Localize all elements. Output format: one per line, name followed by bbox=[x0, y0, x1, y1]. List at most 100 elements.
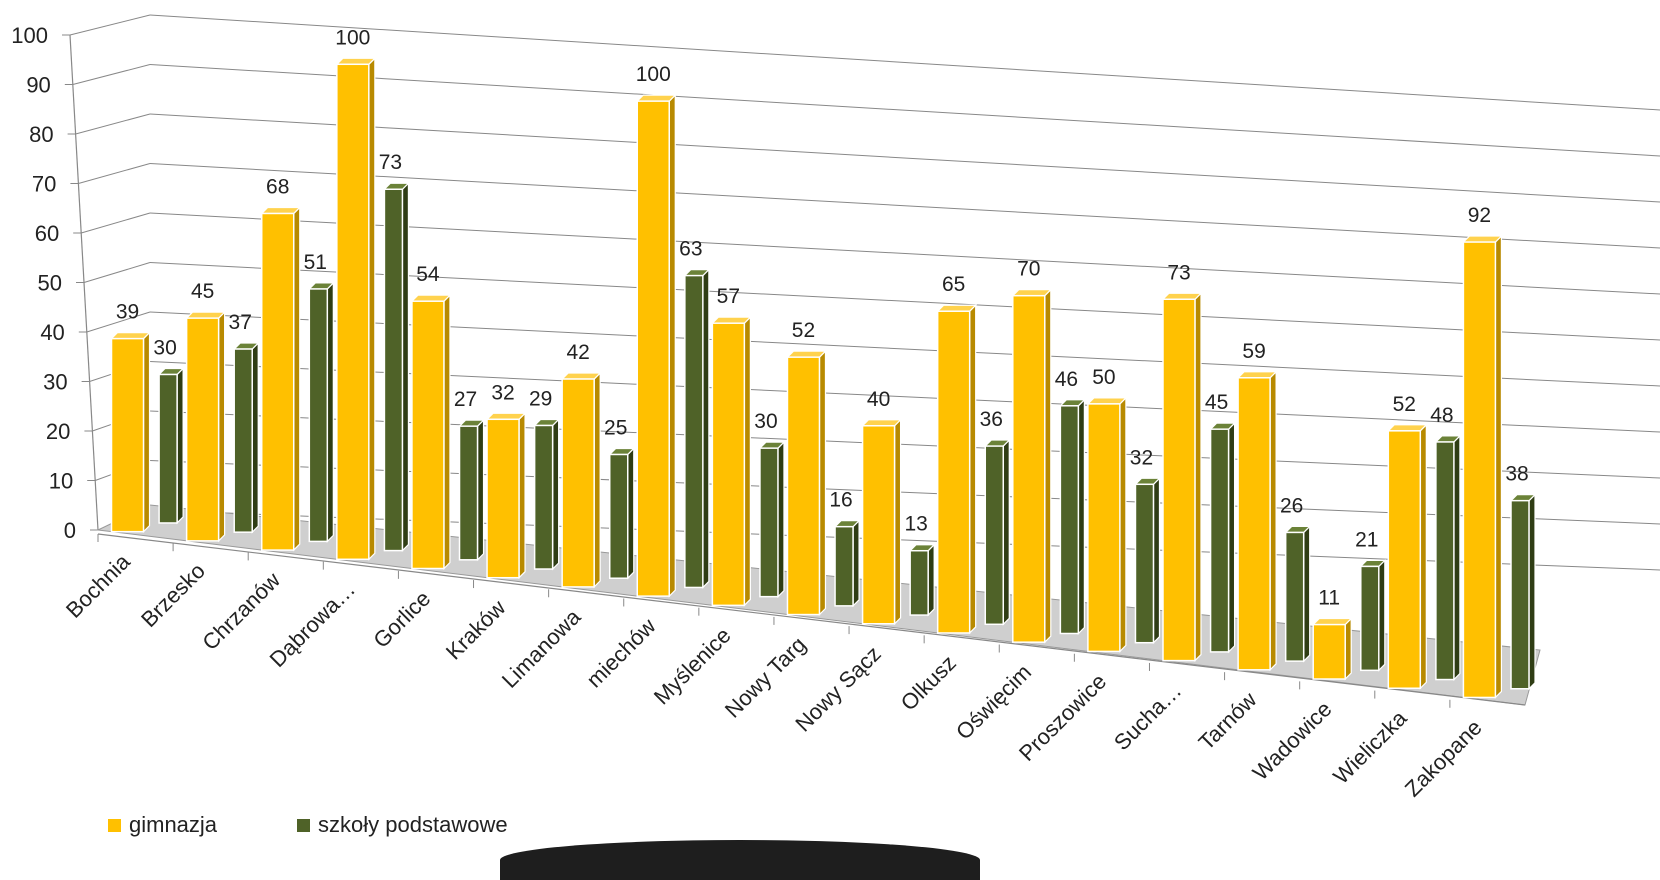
bar-gimnazja-side bbox=[1044, 288, 1052, 644]
bar-gimnazja bbox=[936, 303, 978, 635]
legend: gimnazja szkoły podstawowe bbox=[108, 812, 508, 838]
bar-gimnazja-front bbox=[861, 425, 896, 625]
bar-gimnazja-side bbox=[668, 93, 676, 598]
gridline bbox=[149, 311, 1660, 387]
legend-swatch-szkoly-podstawowe bbox=[297, 818, 311, 832]
x-tick-label: Tarnów bbox=[1194, 687, 1262, 755]
data-label-gimnazja: 92 bbox=[1468, 204, 1491, 227]
bar-gimnazja bbox=[260, 206, 302, 552]
y-tick-label: 0 bbox=[64, 518, 76, 543]
bar-gimnazja-front bbox=[936, 310, 971, 634]
data-label-gimnazja: 11 bbox=[1318, 587, 1340, 610]
bar-gimnazja-top bbox=[185, 311, 227, 319]
bar-szkoly-podstawowe-front bbox=[233, 348, 253, 533]
x-tick-label: Bochnia bbox=[61, 548, 135, 622]
bar-gimnazja-top bbox=[260, 206, 302, 215]
data-label-gimnazja: 70 bbox=[1017, 258, 1040, 281]
bar-gimnazja-front bbox=[786, 356, 821, 616]
y-tick-label: 100 bbox=[11, 23, 48, 48]
x-tick-label: Wadowice bbox=[1248, 696, 1337, 785]
bar-szkoly-podstawowe-front bbox=[383, 188, 404, 552]
x-tick-label: Limanowa bbox=[497, 604, 586, 693]
bar-szkoly-podstawowe-side bbox=[1528, 493, 1536, 691]
bar-szkoly-podstawowe-side bbox=[1227, 421, 1236, 654]
bar-gimnazja-top bbox=[1386, 424, 1428, 432]
bar-gimnazja-top bbox=[110, 332, 151, 340]
bar-gimnazja-side bbox=[1419, 423, 1427, 690]
bar-gimnazja bbox=[1461, 234, 1503, 699]
bar-gimnazja-side bbox=[518, 411, 526, 580]
legend-label-szkoly-podstawowe: szkoły podstawowe bbox=[318, 812, 508, 837]
data-label-szkoly-podstawowe: 38 bbox=[1505, 463, 1528, 486]
bar-szkoly-podstawowe-side bbox=[401, 181, 410, 553]
bar-szkoly-podstawowe-front bbox=[1209, 428, 1230, 653]
bar-gimnazja-top bbox=[861, 419, 903, 427]
chart-svg: 0 10 20 30 40 50 60 70 80 90 100 30 37 51 73 27 29 25 63 30… bbox=[11, 14, 1660, 802]
bar-gimnazja-top bbox=[560, 372, 602, 380]
bar-gimnazja-front bbox=[1237, 377, 1271, 671]
bar-gimnazja bbox=[710, 315, 752, 607]
bar-szkoly-podstawowe-side bbox=[326, 281, 334, 543]
y-tick-label: 50 bbox=[38, 271, 62, 296]
bar-gimnazja bbox=[1236, 370, 1278, 672]
bar-gimnazja bbox=[110, 331, 151, 534]
bar-szkoly-podstawowe-side bbox=[852, 519, 860, 608]
bar-szkoly-podstawowe-side bbox=[627, 447, 635, 580]
bar-gimnazja-front bbox=[486, 418, 520, 579]
bar-gimnazja-side bbox=[743, 315, 751, 607]
x-tick-label: miechów bbox=[582, 613, 661, 692]
y-tick-label: 90 bbox=[26, 73, 50, 98]
bar-szkoly-podstawowe bbox=[157, 367, 185, 525]
bar-gimnazja-top bbox=[335, 57, 377, 65]
data-label-szkoly-podstawowe: 46 bbox=[1055, 368, 1078, 391]
x-tick-label: Olkusz bbox=[896, 650, 961, 715]
data-label-szkoly-podstawowe: 30 bbox=[153, 336, 176, 359]
bar-szkoly-podstawowe-side bbox=[702, 268, 710, 589]
bar-szkoly-podstawowe-front bbox=[1134, 483, 1155, 644]
data-label-szkoly-podstawowe: 25 bbox=[604, 416, 627, 439]
data-label-szkoly-podstawowe: 27 bbox=[454, 388, 477, 411]
bar-gimnazja-top bbox=[786, 350, 827, 358]
bar-szkoly-podstawowe bbox=[758, 440, 786, 599]
bar-gimnazja-front bbox=[636, 100, 671, 597]
bar-gimnazja-side bbox=[293, 206, 301, 552]
bar-gimnazja-top bbox=[1086, 397, 1128, 405]
bar-gimnazja bbox=[485, 411, 527, 580]
bar-gimnazja-side bbox=[893, 418, 902, 626]
bar-gimnazja-top bbox=[410, 294, 452, 302]
bar-gimnazja-top bbox=[1161, 292, 1203, 300]
data-label-szkoly-podstawowe: 16 bbox=[829, 489, 852, 512]
x-tick-label: Myślenice bbox=[649, 623, 736, 710]
bar-szkoly-podstawowe bbox=[1434, 434, 1462, 681]
data-label-gimnazja: 52 bbox=[1393, 393, 1416, 416]
bar-szkoly-podstawowe-side bbox=[927, 543, 935, 617]
x-tick-label: Zakopane bbox=[1400, 715, 1487, 802]
bar-szkoly-podstawowe-front bbox=[834, 525, 854, 607]
chart: 0 10 20 30 40 50 60 70 80 90 100 30 37 51 73 27 29 25 63 30… bbox=[11, 14, 1660, 802]
bar-szkoly-podstawowe-side bbox=[777, 440, 785, 599]
x-tick-label: Gorlice bbox=[368, 586, 435, 653]
bar-szkoly-podstawowe-front bbox=[684, 274, 704, 589]
bar-szkoly-podstawowe-front bbox=[608, 453, 629, 579]
bar-szkoly-podstawowe-side bbox=[1303, 524, 1311, 663]
gridline bbox=[149, 64, 1660, 157]
bar-gimnazja bbox=[861, 418, 903, 626]
gridline-diagonal bbox=[75, 113, 151, 135]
bar-szkoly-podstawowe bbox=[1359, 558, 1387, 672]
bar-gimnazja-front bbox=[260, 212, 295, 551]
decorative-shape bbox=[500, 840, 980, 880]
bar-szkoly-podstawowe-side bbox=[1453, 434, 1461, 681]
data-label-szkoly-podstawowe: 32 bbox=[1130, 446, 1153, 469]
legend-item-szkoly-podstawowe: szkoły podstawowe bbox=[297, 812, 508, 838]
bar-szkoly-podstawowe bbox=[232, 341, 260, 534]
gridline bbox=[149, 163, 1660, 249]
data-label-szkoly-podstawowe: 13 bbox=[904, 513, 927, 536]
gridline bbox=[149, 212, 1660, 295]
bar-gimnazja-front bbox=[110, 337, 145, 533]
y-tick-label: 10 bbox=[49, 469, 73, 494]
data-label-gimnazja: 40 bbox=[867, 388, 890, 411]
bar-szkoly-podstawowe bbox=[382, 181, 410, 553]
bar-gimnazja-side bbox=[1194, 291, 1202, 663]
bar-szkoly-podstawowe-front bbox=[1059, 405, 1080, 635]
bar-gimnazja-front bbox=[1462, 241, 1497, 699]
